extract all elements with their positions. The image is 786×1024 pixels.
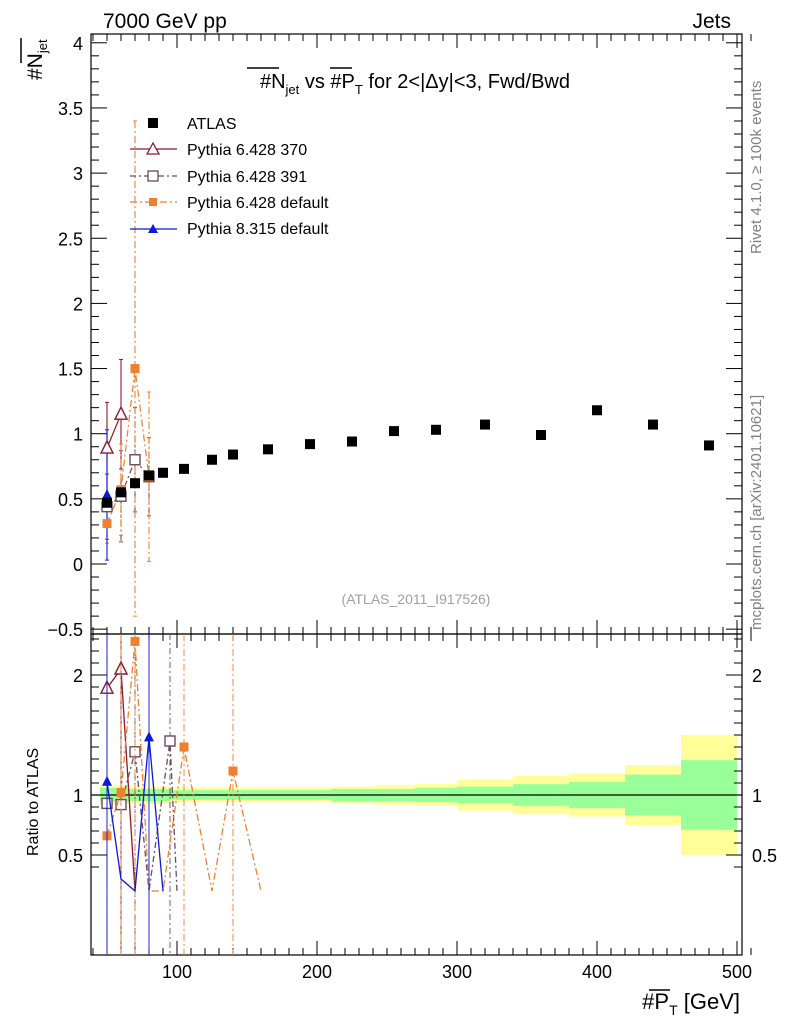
title-pt-sub: T: [355, 82, 363, 97]
ratio-point: [179, 742, 189, 752]
svg-text:Pythia 8.315 default: Pythia 8.315 default: [187, 221, 329, 238]
x-tick-label: 100: [162, 962, 192, 982]
atlas-point: [536, 430, 546, 441]
atlas-point: [130, 478, 140, 489]
ratio-point: [130, 636, 140, 646]
header-energy: 7000 GeV pp: [103, 10, 227, 33]
analysis-watermark: (ATLAS_2011_I917526): [342, 591, 491, 607]
y-tick-label: −0.5: [47, 620, 83, 640]
ratio-point: [102, 775, 112, 786]
main-panel-points: [99, 120, 714, 617]
legend: ATLAS Pythia 6.428 370 Pythia 6.428 391 …: [130, 116, 329, 238]
series-point: [113, 405, 129, 420]
legend-entry-atlas: ATLAS: [148, 116, 237, 133]
ratio-y-tick-label: 2: [73, 666, 83, 686]
atlas-point: [263, 444, 273, 455]
x-tick-label: 500: [722, 962, 752, 982]
atlas-point: [305, 439, 315, 450]
atlas-point: [207, 454, 217, 465]
x-tick-label: 300: [442, 962, 472, 982]
atlas-point: [116, 487, 126, 498]
chart-title: #Njet vs #PT for 2<|Δy|<3, Fwd/Bwd: [260, 71, 570, 97]
svg-text:Pythia 6.428 370: Pythia 6.428 370: [187, 142, 307, 159]
svg-text:Pythia 6.428 default: Pythia 6.428 default: [187, 195, 329, 212]
y-tick-label: 3: [73, 164, 83, 184]
atlas-point: [431, 424, 441, 435]
series-point: [99, 439, 115, 454]
svg-text:ATLAS: ATLAS: [187, 116, 237, 133]
y-tick-label: 3.5: [58, 99, 83, 119]
series-point: [102, 488, 112, 499]
atlas-point: [144, 470, 154, 481]
ratio-point: [228, 766, 238, 776]
series-point: [130, 364, 140, 374]
ratio-series-line: [106, 641, 262, 892]
header-jets: Jets: [692, 10, 731, 33]
atlas-point: [389, 426, 399, 437]
x-tick-label: 400: [582, 962, 612, 982]
ratio-uncertainty-bands: [91, 735, 742, 855]
atlas-point: [102, 497, 112, 508]
ratio-y-tick-label: 0.5: [58, 846, 83, 866]
y-tick-label: 4: [73, 34, 83, 54]
ratio-y-tick-label-right: 0.5: [752, 846, 777, 866]
atlas-point: [704, 440, 714, 451]
mcplots-label: mcplots.cern.ch [arXiv:2401.10621]: [748, 395, 765, 630]
series-line: [106, 368, 150, 524]
legend-entry-pythia-370: Pythia 6.428 370: [130, 141, 307, 159]
atlas-point: [648, 419, 658, 430]
svg-text:Pythia 6.428 391: Pythia 6.428 391: [187, 169, 307, 186]
ratio-series-line: [106, 737, 164, 893]
title-pt: vs #P: [305, 71, 355, 93]
y-axis-label-ratio: Ratio to ATLAS: [25, 748, 42, 856]
atlas-point: [480, 419, 490, 430]
y-tick-label: 1.5: [58, 360, 83, 380]
axis-ticks: 100 200 300 400 500 −0.5 0 0.5 1 1.5 2 2.5 3 3.5 4 0.5 0…: [47, 34, 777, 982]
ratio-point: [144, 731, 154, 742]
legend-entry-pythia-391: Pythia 6.428 391: [130, 169, 307, 186]
y-axis-label-main: #Njet: [24, 39, 50, 80]
ratio-panel-lines: [99, 634, 262, 955]
y-tick-label: 2.5: [58, 229, 83, 249]
title-njet-sub: jet: [285, 82, 300, 97]
atlas-point: [592, 405, 602, 416]
series-line: [106, 458, 150, 508]
ratio-y-tick-label-right: 1: [752, 786, 762, 806]
x-axis-label: #PT [GeV]: [642, 989, 740, 1018]
y-tick-label: 0.5: [58, 490, 83, 510]
ratio-y-tick-label-right: 2: [752, 666, 762, 686]
rivet-version-label: Rivet 4.1.0, ≥ 100k events: [748, 81, 765, 254]
y-tick-label: 0: [73, 555, 83, 575]
ratio-point: [116, 788, 126, 798]
series-point: [102, 519, 112, 529]
legend-entry-pythia-default: Pythia 6.428 default: [130, 195, 329, 212]
title-njet: #N: [260, 71, 286, 93]
y-tick-label: 2: [73, 294, 83, 314]
atlas-point: [158, 467, 168, 478]
title-rest: for 2<|Δy|<3, Fwd/Bwd: [368, 71, 570, 93]
legend-entry-pythia8-default: Pythia 8.315 default: [130, 221, 329, 238]
series-point: [129, 454, 141, 466]
atlas-point: [179, 463, 189, 474]
ratio-y-tick-label: 1: [73, 786, 83, 806]
x-tick-label: 200: [302, 962, 332, 982]
atlas-point: [347, 436, 357, 447]
atlas-point: [228, 449, 238, 460]
ratio-point: [164, 735, 176, 747]
y-tick-label: 1: [73, 425, 83, 445]
